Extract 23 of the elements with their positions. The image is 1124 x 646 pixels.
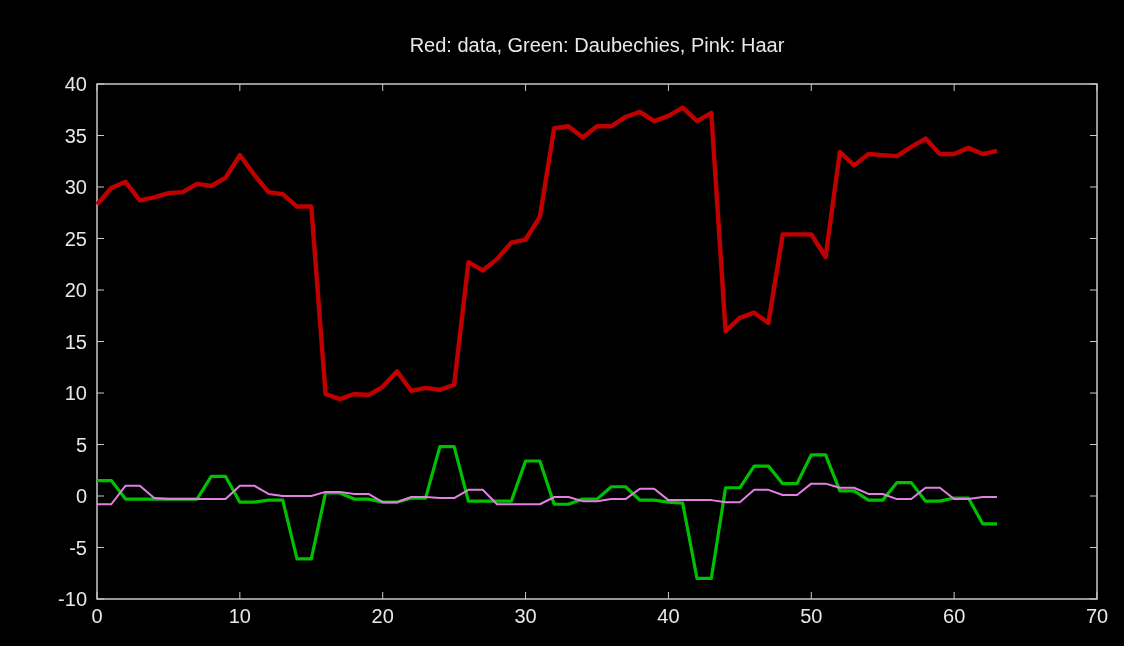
x-tick-label: 10 bbox=[228, 605, 251, 627]
y-tick-label: -10 bbox=[58, 588, 87, 610]
x-tick-label: 20 bbox=[371, 605, 394, 627]
x-tick-label: 30 bbox=[514, 605, 537, 627]
y-tick-label: 30 bbox=[64, 176, 87, 198]
y-tick-label: 20 bbox=[64, 279, 87, 301]
x-tick-label: 40 bbox=[657, 605, 680, 627]
x-tick-label: 0 bbox=[91, 605, 103, 627]
y-tick-label: -5 bbox=[69, 536, 87, 559]
y-tick-label: 25 bbox=[64, 227, 87, 250]
y-tick-label: 35 bbox=[64, 124, 87, 147]
y-tick-label: 10 bbox=[64, 382, 87, 404]
chart-title: Red: data, Green: Daubechies, Pink: Haar bbox=[409, 34, 785, 56]
y-tick-label: 0 bbox=[75, 485, 87, 507]
y-tick-label: 40 bbox=[64, 73, 87, 95]
x-tick-label: 60 bbox=[943, 605, 966, 627]
x-tick-label: 50 bbox=[800, 605, 823, 627]
x-tick-label: 70 bbox=[1085, 605, 1109, 627]
line-series bbox=[95, 444, 999, 580]
y-tick-label: 15 bbox=[64, 330, 87, 353]
line-series bbox=[96, 482, 998, 506]
y-tick-label: 5 bbox=[75, 433, 87, 456]
line-series bbox=[94, 105, 1000, 402]
